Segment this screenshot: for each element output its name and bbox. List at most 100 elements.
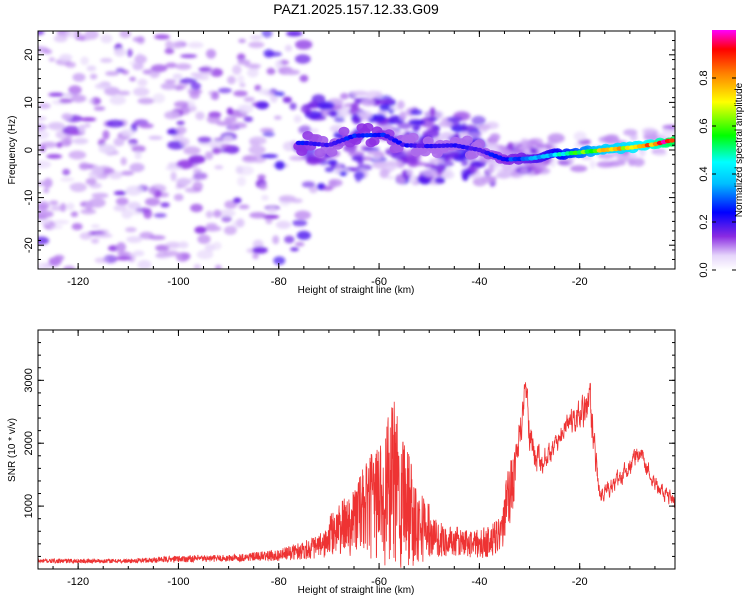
- y-tick-label: 10: [23, 96, 35, 108]
- heat-cell: [126, 236, 143, 243]
- heat-cell: [98, 144, 117, 154]
- ridge-halo: [368, 136, 380, 146]
- heat-cell: [127, 252, 136, 263]
- ridge-halo: [473, 139, 485, 149]
- heat-cell: [175, 126, 187, 135]
- heat-cell: [317, 101, 335, 110]
- heat-cell: [126, 48, 133, 58]
- heat-cell: [237, 104, 247, 110]
- heat-cell: [495, 171, 511, 179]
- heat-cell: [69, 184, 77, 189]
- heat-cell: [487, 138, 498, 149]
- heat-cell: [244, 63, 262, 68]
- heat-cell: [210, 68, 223, 77]
- heat-cell: [205, 210, 214, 219]
- heat-cell: [408, 119, 426, 125]
- heat-cell: [129, 76, 137, 82]
- heat-cell: [248, 145, 266, 155]
- heat-cell: [294, 210, 312, 220]
- heat-cell: [120, 170, 134, 176]
- heat-cell: [249, 139, 261, 147]
- heat-cell: [131, 145, 146, 153]
- heat-cell: [194, 75, 210, 80]
- heat-cell: [115, 67, 125, 73]
- heat-cell: [406, 169, 413, 176]
- heat-cell: [93, 106, 106, 111]
- heat-cell: [493, 165, 500, 171]
- heat-cell: [137, 78, 148, 87]
- heat-cell: [104, 86, 120, 96]
- heat-cell: [173, 101, 189, 108]
- heat-cell: [196, 249, 214, 260]
- heat-cell: [214, 264, 222, 269]
- heat-cell: [139, 231, 155, 240]
- heat-cell: [203, 225, 222, 232]
- heat-cell: [68, 150, 87, 160]
- snr-xlabel: Height of straight line (km): [298, 585, 415, 596]
- x-tick-label: -80: [271, 576, 287, 588]
- x-tick-label: -100: [167, 276, 189, 288]
- heat-cell: [294, 54, 311, 64]
- heat-cell: [53, 34, 68, 43]
- y-tick-label: -10: [23, 190, 35, 206]
- heat-cell: [423, 116, 437, 121]
- heat-cell: [284, 235, 295, 244]
- heat-cell: [238, 38, 246, 44]
- heat-cell: [38, 130, 50, 140]
- heat-cell: [192, 181, 203, 192]
- heat-cell: [356, 157, 364, 165]
- heat-cell: [290, 198, 303, 204]
- heat-cell: [236, 218, 245, 228]
- heat-cell: [60, 202, 67, 212]
- heat-cell: [310, 128, 319, 134]
- heat-cell: [80, 117, 97, 122]
- heat-cell: [152, 93, 165, 104]
- heat-cell: [65, 61, 76, 68]
- heat-cell: [461, 168, 472, 179]
- heat-cell: [150, 64, 168, 73]
- heat-cell: [282, 96, 292, 104]
- heat-cell: [80, 208, 97, 215]
- heat-cell: [212, 147, 222, 155]
- heat-cell: [153, 213, 167, 218]
- heat-cell: [176, 120, 185, 126]
- colorbar-tick-label: 0.0: [698, 262, 710, 277]
- ridge-halo: [461, 135, 473, 145]
- heat-cell: [192, 172, 208, 180]
- heat-cell: [299, 74, 309, 83]
- y-tick-label: 2000: [23, 431, 35, 455]
- heat-cell: [117, 90, 131, 96]
- heat-cell: [52, 219, 70, 225]
- heat-cell: [220, 143, 232, 151]
- heat-cell: [121, 128, 135, 138]
- heat-cell: [353, 98, 362, 105]
- heat-cell: [372, 154, 382, 160]
- heat-cell: [249, 212, 267, 219]
- x-tick-label: -60: [371, 576, 387, 588]
- heat-cell: [80, 56, 89, 66]
- heat-cell: [507, 142, 514, 150]
- heat-cell: [238, 204, 250, 210]
- heat-cell: [479, 176, 496, 184]
- heat-cell: [227, 75, 236, 85]
- ridge-halo: [467, 149, 479, 159]
- heat-cell: [39, 219, 51, 226]
- heat-cell: [175, 63, 192, 70]
- heat-cell: [172, 73, 183, 80]
- heat-cell: [180, 54, 198, 59]
- heat-cell: [528, 138, 544, 146]
- snr-frame: [37, 329, 676, 570]
- heat-cell: [113, 137, 125, 147]
- heat-cell: [38, 262, 51, 269]
- heat-cell: [43, 188, 50, 194]
- heat-cell: [59, 53, 73, 62]
- heat-cell: [183, 146, 201, 155]
- heat-cell: [367, 150, 382, 156]
- heat-cell: [296, 230, 311, 240]
- heat-cell: [233, 90, 248, 97]
- heat-cell: [143, 209, 153, 219]
- heat-cell: [498, 145, 505, 150]
- heat-cell: [266, 207, 278, 213]
- heat-cell: [38, 210, 54, 218]
